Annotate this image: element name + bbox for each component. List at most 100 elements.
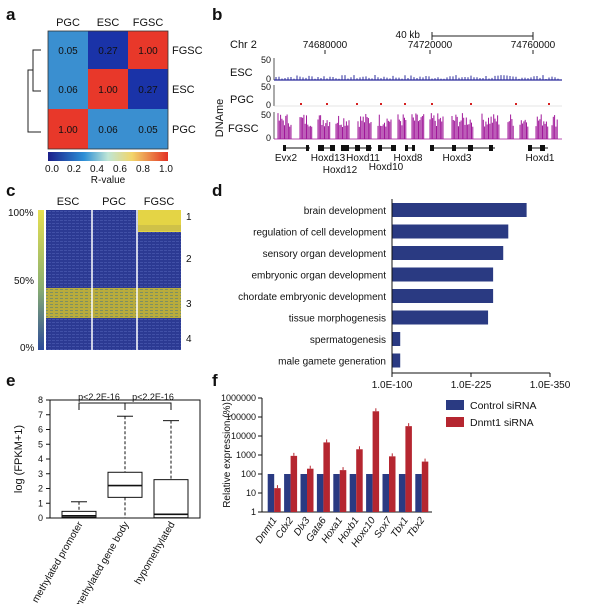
go-bar (392, 203, 527, 217)
col-label-pgc: PGC (102, 196, 126, 208)
panel-f-expression-bar-chart: Relative expression (%) 1 10 100 1000 10000 10… (221, 393, 537, 549)
cell-value: 1.00 (138, 46, 158, 57)
row-label-esc: ESC (172, 84, 195, 96)
legend-swatch (446, 400, 464, 410)
expression-bar (356, 449, 363, 512)
y-tick-label: 100 (241, 469, 256, 479)
dendrogram (27, 49, 41, 133)
cell-fgsc-esc (88, 31, 128, 69)
panel-label-a: a (6, 5, 16, 24)
svg-text:0: 0 (266, 74, 271, 84)
go-term-label: tissue morphogenesis (289, 314, 386, 325)
cell-pgc-fgsc (128, 109, 168, 149)
legend-label: Dnmt1 siRNA (470, 417, 534, 429)
panel-b-genome-browser: Chr 2 40 kb 74680000 74720000 74760000 D… (214, 30, 562, 176)
expression-bar (421, 461, 429, 512)
y-tick-label: 5 (38, 439, 43, 449)
colorbar-tick: 0.4 (90, 164, 104, 175)
y-tick-label: 0 (38, 513, 43, 523)
p-value-annotation: p<2.2E-16 (78, 392, 120, 402)
y-tick-label: 1000 (236, 450, 256, 460)
col-label-fgsc: FGSC (133, 17, 164, 29)
go-bar (392, 224, 509, 239)
go-bar (392, 332, 401, 346)
cluster-label: 4 (186, 334, 192, 345)
cluster-3-band (46, 288, 181, 318)
dname-label: DNAme (214, 99, 226, 138)
go-bar (392, 289, 494, 303)
x-tick-label: 1.0E-225 (451, 380, 492, 391)
colorbar-tick: 1.0 (159, 164, 173, 175)
panel-label-c: c (6, 181, 15, 200)
expression-bar (274, 488, 281, 512)
coord-label: 74760000 (511, 40, 556, 51)
cell-pgc-esc (88, 109, 128, 149)
expression-bar (290, 455, 298, 512)
go-bar (392, 353, 401, 368)
track-label-fgsc: FGSC (228, 123, 259, 135)
svg-text:50: 50 (261, 82, 271, 92)
expression-bar (366, 474, 373, 512)
svg-text:0: 0 (266, 133, 271, 143)
expression-bar (333, 474, 340, 512)
gene-track (283, 145, 548, 151)
gene-label: Cdx2 (274, 515, 297, 541)
pgc-dot (515, 103, 517, 105)
cluster-label: 2 (186, 254, 192, 265)
scale-label: 40 kb (396, 30, 421, 41)
expression-bar (382, 474, 389, 512)
cell-fgsc-fgsc (128, 31, 168, 69)
y-tick-label: 8 (38, 395, 43, 405)
cell-value: 0.27 (138, 85, 158, 96)
expression-bar (339, 470, 347, 512)
panel-label-e: e (6, 371, 15, 390)
y-tick-label: 3 (38, 469, 43, 479)
cell-fgsc-pgc (48, 31, 88, 69)
expression-bar (415, 474, 422, 512)
y-tick-label: 6 (38, 425, 43, 435)
panel-label-d: d (212, 181, 222, 200)
y-tick-label: 10 (246, 488, 256, 498)
col-label-fgsc: FGSC (144, 196, 175, 208)
heatmap-body (46, 210, 181, 350)
gene-label: Hoxd12 (323, 165, 358, 176)
go-term-label: regulation of cell development (253, 228, 386, 239)
y-tick: 50% (14, 276, 34, 287)
cluster-label: 1 (186, 212, 192, 223)
pgc-dot (470, 103, 472, 105)
y-tick-label: 100000 (226, 412, 256, 422)
colorbar-tick: 0.6 (113, 164, 127, 175)
expression-bar (267, 474, 275, 512)
colorbar-tick: 0.0 (45, 164, 59, 175)
expression-bar (398, 474, 406, 512)
cell-esc-pgc (48, 69, 88, 109)
colorbar (48, 152, 168, 161)
y-axis-label: Relative expression (%) (222, 402, 233, 508)
cell-esc-fgsc (128, 69, 168, 109)
gene-label: Hoxd13 (311, 153, 346, 164)
x-tick-label: 1.0E-100 (372, 380, 413, 391)
pgc-dot (326, 103, 328, 105)
svg-text:50: 50 (261, 110, 271, 120)
x-category-label: methylated gene body (73, 520, 132, 604)
gene-label: Hoxd11 (346, 153, 380, 164)
cell-value: 0.05 (138, 125, 158, 136)
go-term-label: embryonic organ development (251, 271, 386, 282)
col-label-esc: ESC (57, 196, 80, 208)
gene-label: Hoxd10 (369, 162, 404, 173)
go-term-label: chordate embryonic development (238, 292, 386, 303)
pgc-dot (356, 103, 358, 105)
y-tick-label: 4 (38, 454, 43, 464)
go-bar (392, 246, 504, 260)
row-label-pgc: PGC (172, 124, 196, 136)
cell-value: 0.05 (58, 46, 78, 57)
x-tick-label: 1.0E-350 (530, 380, 571, 391)
cell-value: 0.06 (98, 125, 118, 136)
go-bar (392, 310, 489, 325)
expression-bar (323, 442, 330, 512)
expression-bar (349, 474, 357, 512)
expression-bar (405, 426, 412, 512)
y-tick: 100% (8, 208, 34, 219)
y-tick-label: 10000 (231, 431, 256, 441)
